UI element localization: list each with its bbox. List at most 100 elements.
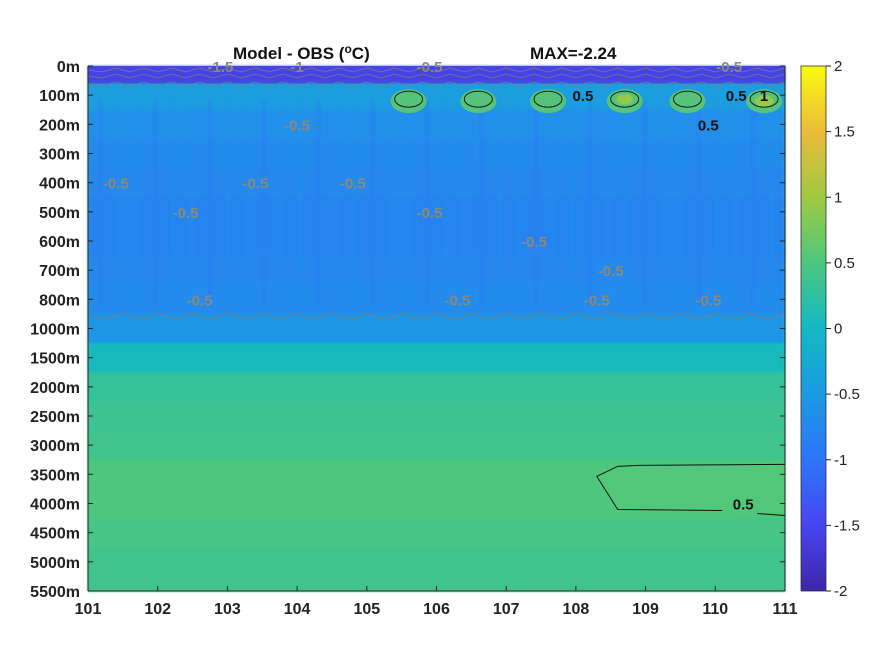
contour-label: -0.5 [187,292,213,309]
contour-line [672,90,702,108]
contour-line [87,313,786,320]
contour-label: -1 [290,59,303,76]
colorbar-tick-label: 1.5 [834,124,855,141]
x-tick-label: 105 [353,601,380,618]
x-tick-label: 106 [423,601,450,618]
x-tick-label: 102 [144,601,171,618]
y-tick-label: 3500m [30,467,80,484]
x-tick-label: 107 [493,601,520,618]
max-annotation: MAX=-2.24 [530,44,617,63]
depth-band [88,255,785,286]
contour-label: -0.5 [242,176,268,193]
depth-band [88,226,785,257]
y-tick-label: 2500m [30,409,80,426]
contour-label: 0.5 [698,117,719,134]
field-streak [642,101,648,306]
field-streak [152,101,158,306]
contour-line [394,90,424,108]
contour-line [87,81,786,87]
x-tick-label: 108 [563,601,590,618]
depth-band [88,518,785,548]
field-streak [497,101,503,306]
y-tick-label: 4500m [30,526,80,543]
chart-title-unit: C) [352,44,370,63]
depth-band [88,313,785,344]
contour-label: -0.5 [340,176,366,193]
chart-title: Model - OBS (oC) [233,42,370,63]
y-tick-label: 3000m [30,438,80,455]
contour-label: -0.5 [103,176,129,193]
y-tick-label: 5500m [30,584,80,601]
depth-band [88,547,785,577]
x-axis: 101 102 103 104 105 106 107 108 109 110 111 [75,586,798,618]
field-streak [768,101,774,306]
y-tick-label: 600m [39,234,80,251]
field-streak [587,101,593,306]
warm-core [755,95,774,108]
x-tick-label: 109 [632,601,659,618]
field-streak [623,101,629,306]
contour-label: 0.5 [733,497,754,514]
colorbar-tick-label: 2 [834,58,842,75]
contour-label: 0.5 [572,88,593,105]
contour-lines [87,67,786,516]
field-streak [569,101,575,306]
depth-band [88,168,785,198]
depth-band [88,138,785,169]
field-streak [732,101,738,306]
y-tick-label: 4000m [30,497,80,514]
field-streak [479,101,485,306]
colorbar: 2 1.5 1 0.5 0 -0.5 -1 -1.5 -2 [800,58,860,600]
chart-title-degree: o [344,42,351,56]
warm-pocket [669,89,706,114]
depth-band [88,430,785,461]
y-tick-label: 5000m [30,555,80,572]
field-streak [696,101,702,306]
colorbar-tick-label: -0.5 [834,386,860,403]
field-streak [442,101,448,306]
depth-band [88,80,785,111]
field-streak [714,101,720,306]
y-tick-label: 0m [57,59,80,76]
contour-line [749,90,779,108]
y-axis: 0m 100m 200m 300m 400m 500m 600m 700m 800m 1000m 1… [30,59,786,601]
chart-title-main: Model - OBS ( [233,44,345,63]
contour-label: -1.5 [208,59,234,76]
contour-label: -0.5 [521,234,547,251]
contour-label: -0.5 [695,292,721,309]
colorbar-tick-label: 1 [834,189,842,206]
field-streak [406,101,412,306]
field-streak [750,101,756,306]
field-streak [533,101,539,306]
field-streak [515,101,521,306]
warm-pocket [530,89,567,114]
depth-band [88,372,785,402]
field-streak [225,101,231,306]
field-streak [352,101,358,306]
y-tick-label: 800m [39,292,80,309]
contour-line [87,73,786,79]
warm-core [616,94,633,105]
x-tick-label: 101 [75,601,102,618]
depth-band [88,576,785,592]
field-streak [98,101,104,306]
colorbar-tick-label: 0.5 [834,255,855,272]
warm-pocket [460,89,497,114]
colorbar-tick-label: -1.5 [834,517,860,534]
colorbar-tick-label: -1 [834,452,847,469]
y-tick-label: 500m [39,205,80,222]
field-streak [370,101,376,306]
field-streak [388,101,394,306]
field-streak [243,101,249,306]
field-streak [134,101,140,306]
depth-band [88,401,785,432]
contour-label: -0.5 [584,292,610,309]
contour-line [596,463,786,516]
field-streak [660,101,666,306]
colorbar-ticks: 2 1.5 1 0.5 0 -0.5 -1 -1.5 -2 [826,58,860,600]
contour-label: -0.5 [284,117,310,134]
colorbar-gradient [800,65,827,592]
y-tick-label: 100m [39,88,80,105]
